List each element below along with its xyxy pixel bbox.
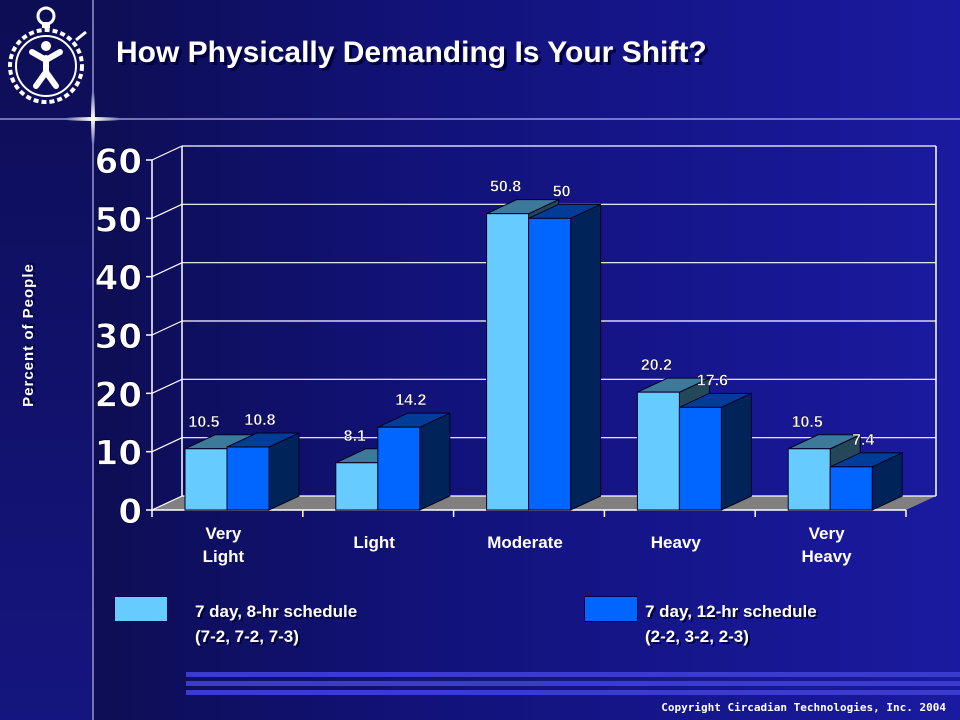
gridline-diagonal (151, 145, 183, 161)
bar (184, 448, 228, 511)
data-label: 10.8 (244, 412, 275, 429)
y-tick-label: 10 (95, 434, 142, 474)
y-tick-label: 60 (95, 142, 142, 182)
data-label: 14.2 (395, 392, 426, 409)
bar (377, 426, 421, 511)
stopwatch-person-logo-icon (8, 6, 87, 104)
data-label: 10.5 (188, 414, 219, 431)
gridline-diagonal (151, 203, 183, 219)
decor-stripe (186, 681, 960, 686)
legend-label-12hr-line1: 7 day, 12-hr schedule (645, 602, 817, 621)
legend-label-12hr-line2: (2-2, 3-2, 2-3) (645, 627, 749, 646)
gridline-diagonal (151, 437, 183, 453)
x-tick-label: Light (203, 547, 245, 566)
y-tick-label: 40 (95, 259, 142, 299)
bar (636, 391, 680, 511)
x-tick-label: Very (809, 524, 845, 543)
data-label: 7.4 (852, 432, 874, 449)
gridline-diagonal (151, 262, 183, 278)
data-label: 17.6 (697, 372, 728, 389)
decor-stripe (186, 672, 960, 677)
divider-horizontal (0, 118, 960, 120)
data-label: 50.8 (490, 179, 521, 196)
copyright-text: Copyright Circadian Technologies, Inc. 2… (661, 701, 946, 714)
legend-label-8hr-line1: 7 day, 8-hr schedule (195, 602, 358, 621)
sparkle-horizontal (66, 117, 120, 121)
data-label: 50 (553, 183, 571, 200)
x-tick-label: Light (353, 533, 395, 552)
legend-swatch-8hr (114, 596, 168, 622)
y-tick-label: 0 (118, 492, 142, 532)
page-title: How Physically Demanding Is Your Shift? (116, 36, 707, 69)
y-tick-label: 20 (95, 375, 142, 415)
x-tick-label: Heavy (802, 547, 853, 566)
bar (486, 213, 530, 511)
bar (528, 217, 572, 511)
data-label: 8.1 (344, 428, 366, 445)
legend-swatch-12hr (584, 596, 638, 622)
y-tick-label: 50 (95, 200, 142, 240)
gridline-diagonal (151, 495, 183, 511)
divider-vertical (92, 0, 94, 720)
bar (678, 406, 722, 511)
bar (787, 448, 831, 511)
x-tick-label: Moderate (487, 533, 563, 552)
bar (335, 462, 379, 511)
y-tick-label: 30 (95, 317, 142, 357)
decor-stripe (186, 690, 960, 695)
bar (829, 466, 873, 511)
bar-side (720, 392, 752, 511)
x-tick-label: Heavy (651, 533, 702, 552)
bar-side (570, 203, 602, 511)
data-label: 10.5 (792, 414, 823, 431)
gridline-diagonal (151, 378, 183, 394)
gridline-diagonal (151, 320, 183, 336)
x-tick-label: Very (205, 524, 241, 543)
bar (226, 446, 270, 511)
data-label: 20.2 (641, 357, 672, 374)
bar-side (419, 412, 451, 511)
legend-label-8hr-line2: (7-2, 7-2, 7-3) (195, 627, 299, 646)
